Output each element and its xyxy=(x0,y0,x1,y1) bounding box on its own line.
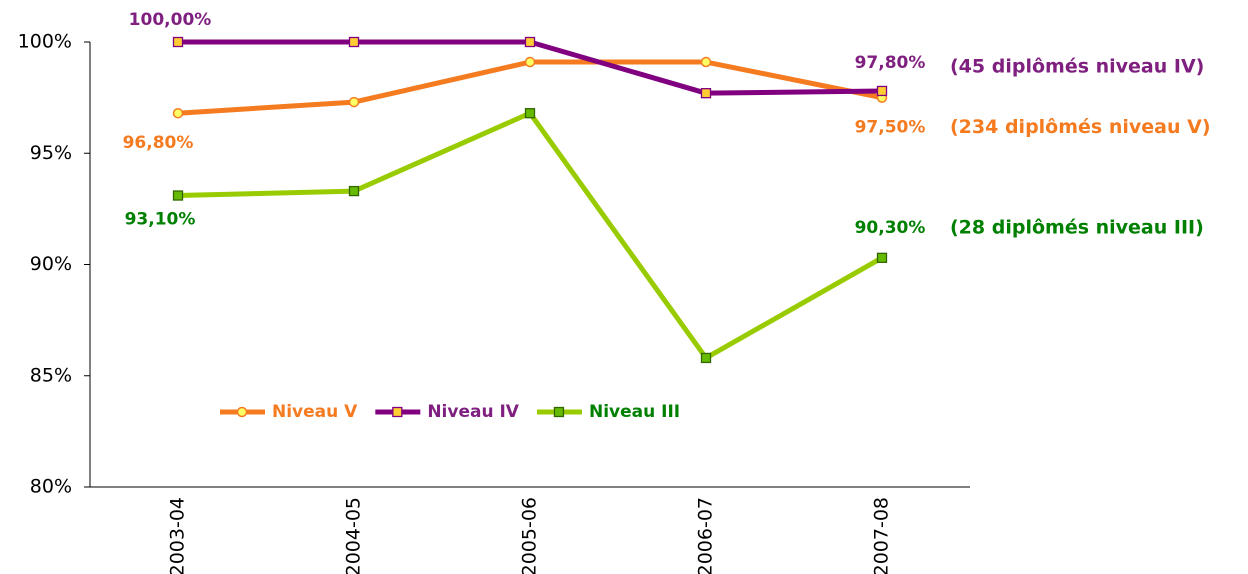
series-line xyxy=(177,110,884,361)
legend-label: Niveau V xyxy=(272,402,358,422)
legend-marker xyxy=(553,406,565,418)
marker xyxy=(700,352,712,364)
marker xyxy=(876,85,888,97)
annotation: (28 diplômés niveau III) xyxy=(950,216,1204,238)
x-tick-label: 2005-06 xyxy=(519,497,541,574)
marker xyxy=(348,96,360,108)
y-tick-label: 90% xyxy=(30,253,72,275)
marker xyxy=(172,36,184,48)
marker xyxy=(172,107,184,119)
series-line xyxy=(177,59,883,116)
marker xyxy=(700,88,712,99)
data-label: 96,80% xyxy=(123,133,194,153)
legend-label: Niveau III xyxy=(589,402,680,422)
data-label: 90,30% xyxy=(855,218,926,238)
marker xyxy=(524,36,536,48)
legend-label: Niveau IV xyxy=(427,402,519,422)
x-tick-label: 2004-05 xyxy=(343,497,365,574)
marker xyxy=(524,108,536,119)
y-tick-label: 80% xyxy=(30,476,72,498)
data-label: 93,10% xyxy=(125,210,196,230)
y-tick-label: 100% xyxy=(18,31,72,53)
marker xyxy=(348,185,360,197)
series-line xyxy=(178,39,883,96)
annotation: (45 diplômés niveau IV) xyxy=(950,55,1204,77)
marker xyxy=(876,252,888,263)
legend-marker xyxy=(236,406,248,418)
legend-marker xyxy=(392,406,403,418)
y-tick-label: 85% xyxy=(30,364,72,386)
marker xyxy=(172,190,184,201)
data-label: 97,50% xyxy=(855,118,926,138)
marker xyxy=(524,56,536,68)
y-tick-label: 95% xyxy=(30,142,72,164)
data-label: 100,00% xyxy=(129,10,212,30)
marker xyxy=(348,36,360,48)
annotation: (234 diplômés niveau V) xyxy=(950,116,1211,138)
x-tick-label: 2003-04 xyxy=(167,497,189,574)
x-tick-label: 2007-08 xyxy=(871,497,893,574)
data-label: 97,80% xyxy=(855,53,926,73)
marker xyxy=(700,56,712,68)
x-tick-label: 2006-07 xyxy=(695,497,717,574)
